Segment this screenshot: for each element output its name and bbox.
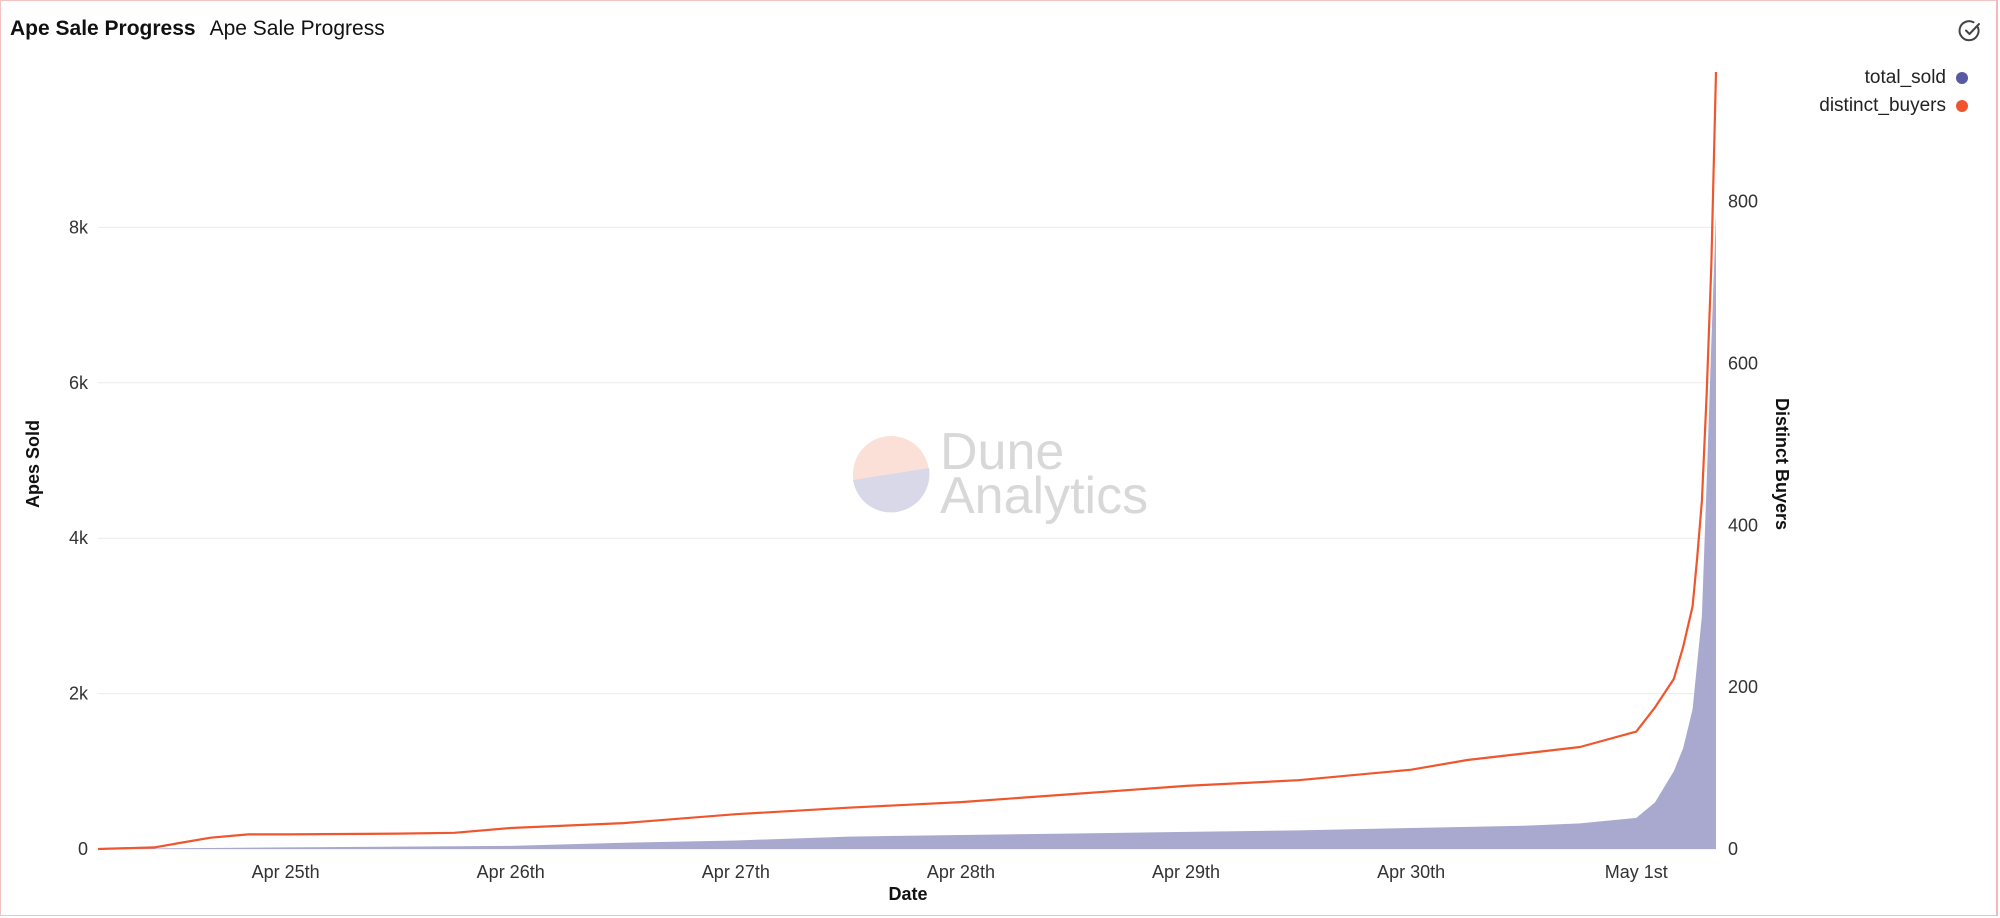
watermark: Dune Analytics xyxy=(853,423,1148,525)
legend-dot-total-sold xyxy=(1956,72,1968,84)
y-right-tick-label: 200 xyxy=(1728,677,1758,697)
x-tick-label: Apr 25th xyxy=(252,862,320,882)
x-tick-label: Apr 26th xyxy=(477,862,545,882)
x-tick-label: Apr 28th xyxy=(927,862,995,882)
right-axis-ticks: 0 200 400 600 800 xyxy=(1728,192,1758,860)
x-tick-label: Apr 29th xyxy=(1152,862,1220,882)
y-right-tick-label: 600 xyxy=(1728,353,1758,373)
gridlines xyxy=(98,226,1716,850)
x-tick-label: Apr 30th xyxy=(1377,862,1445,882)
series-layer xyxy=(97,71,1718,851)
series-total-sold-area xyxy=(98,211,1716,849)
y-left-tick-label: 2k xyxy=(69,684,89,704)
y-right-tick-label: 0 xyxy=(1728,839,1738,859)
legend-dot-distinct-buyers xyxy=(1956,100,1968,112)
watermark-line1: Dune xyxy=(940,423,1064,481)
x-axis-label: Date xyxy=(888,884,927,904)
y-axis-right-label: Distinct Buyers xyxy=(1772,398,1792,530)
legend-label-total-sold: total_sold xyxy=(1864,67,1946,88)
legend-label-distinct-buyers: distinct_buyers xyxy=(1819,95,1946,116)
x-axis-ticks: Apr 25th Apr 26th Apr 27th Apr 28th Apr 29th… xyxy=(252,862,1668,882)
chart-subtitle: Ape Sale Progress xyxy=(209,17,385,40)
y-right-tick-label: 800 xyxy=(1728,192,1758,212)
check-circle-icon-svg xyxy=(1958,20,1980,42)
chart-header: Ape Sale Progress Ape Sale Progress xyxy=(10,14,385,44)
y-left-tick-label: 0 xyxy=(78,839,88,859)
chart-title: Ape Sale Progress xyxy=(10,17,196,40)
y-axis-left-label: Apes Sold xyxy=(23,420,43,508)
watermark-line2: Analytics xyxy=(940,467,1148,525)
x-tick-label: May 1st xyxy=(1605,862,1668,882)
chart-legend: total_sold distinct_buyers xyxy=(1819,64,1968,120)
watermark-logo-bottom xyxy=(853,468,930,513)
y-left-tick-label: 6k xyxy=(69,373,89,393)
legend-item-distinct-buyers[interactable]: distinct_buyers xyxy=(1819,92,1968,120)
y-left-tick-label: 4k xyxy=(69,528,89,548)
y-left-tick-label: 8k xyxy=(69,217,89,237)
legend-item-total-sold[interactable]: total_sold xyxy=(1819,64,1968,92)
left-axis-ticks: 0 2k 4k 6k 8k xyxy=(69,217,89,859)
x-tick-label: Apr 27th xyxy=(702,862,770,882)
check-circle-icon[interactable] xyxy=(1955,16,1985,46)
y-right-tick-label: 400 xyxy=(1728,515,1758,535)
series-distinct-buyers-line xyxy=(97,71,1718,851)
